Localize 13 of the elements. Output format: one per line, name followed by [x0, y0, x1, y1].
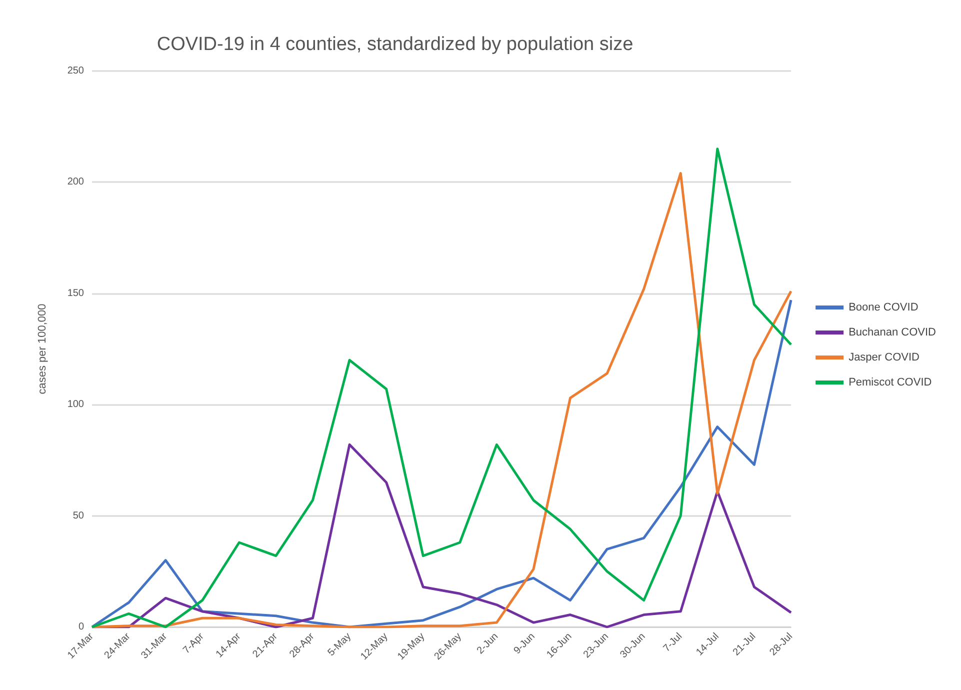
legend-label: Jasper COVID: [848, 352, 920, 364]
y-tick-label: 250: [67, 66, 84, 76]
line-series: [90, 298, 792, 628]
y-axis-title: cases per 100,000: [36, 304, 48, 394]
y-tick-label: 100: [67, 399, 84, 410]
y-tick-label: 200: [67, 176, 84, 188]
chart-title: COVID-19 in 4 counties, standardized by population size: [156, 34, 634, 55]
legend-label: Buchanan COVID: [848, 326, 936, 338]
legend-label: Pemiscot COVID: [848, 376, 932, 388]
y-tick-label: 150: [67, 288, 84, 299]
y-tick-label: 0: [78, 622, 84, 632]
y-tick-label: 50: [72, 510, 84, 522]
legend-label: Boone COVID: [848, 302, 918, 314]
